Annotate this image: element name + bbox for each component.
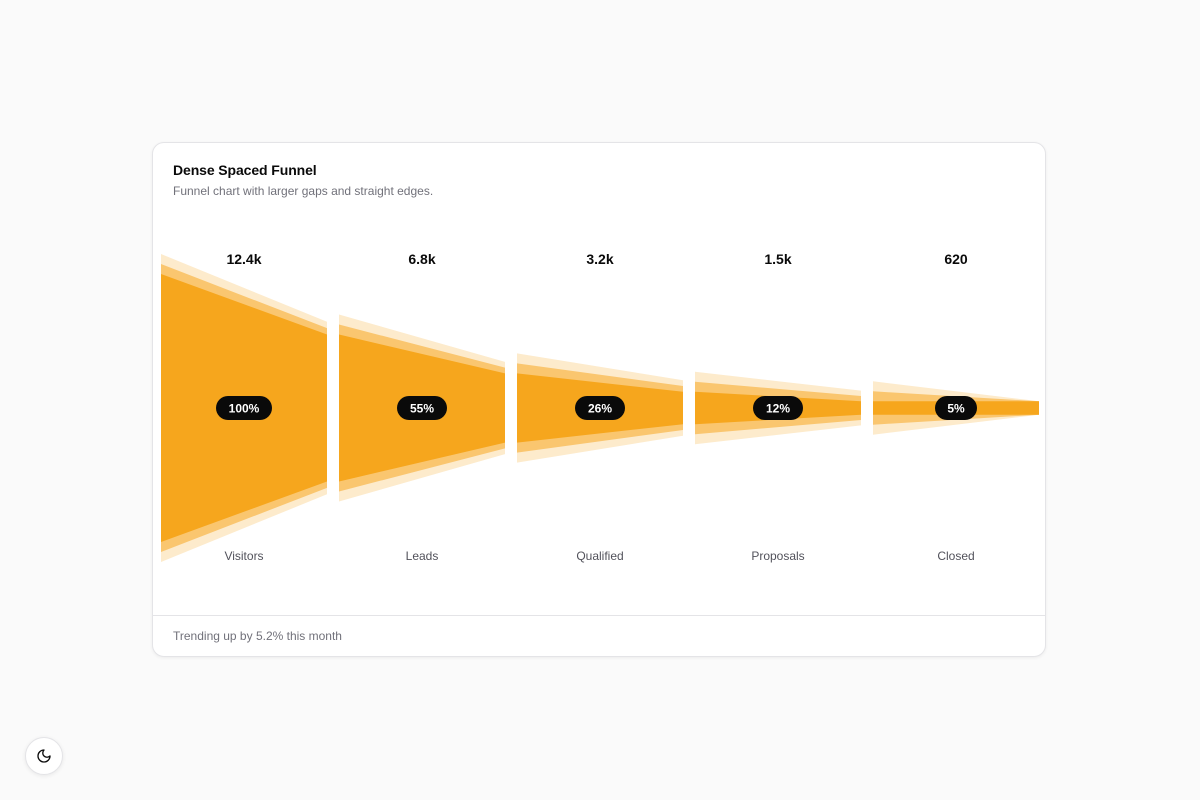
funnel-card: Dense Spaced Funnel Funnel chart with la… [152,142,1046,657]
stage-name-label: Closed [937,549,974,563]
card-title: Dense Spaced Funnel [173,162,317,178]
stage-value-label: 6.8k [408,251,435,267]
stage-name-label: Qualified [576,549,623,563]
funnel-segment-visitors: 12.4k 100% Visitors [161,251,327,563]
theme-toggle-button[interactable] [25,737,63,775]
funnel-segment-proposals: 1.5k 12% Proposals [695,251,861,563]
funnel-chart: 12.4k 100% Visitors 6.8k 55% Leads 3.2k 26% Qual… [161,251,1039,563]
funnel-segment-closed: 620 5% Closed [873,251,1039,563]
moon-icon [37,749,51,763]
stage-value-label: 1.5k [764,251,791,267]
stage-percent-label: 55% [410,402,434,416]
stage-percent-badge [753,396,803,420]
stage-percent-badge [935,396,977,420]
stage-value-label: 620 [944,251,968,267]
funnel-segment-leads: 6.8k 55% Leads [339,251,505,563]
stage-value-label: 12.4k [226,251,261,267]
footer-trend-text: Trending up by 5.2% this month [173,629,342,643]
stage-percent-label: 100% [229,402,260,416]
card-header: Dense Spaced Funnel Funnel chart with la… [173,162,433,198]
funnel-segment-qualified: 3.2k 26% Qualified [517,251,683,563]
card-description: Funnel chart with larger gaps and straig… [173,184,434,198]
stage-name-label: Leads [406,549,439,563]
stage-value-label: 3.2k [586,251,613,267]
card-footer: Trending up by 5.2% this month [153,615,1045,656]
stage-percent-label: 5% [947,402,965,416]
stage-percent-badge [216,396,272,420]
stage-percent-badge [397,396,447,420]
stage-name-label: Visitors [224,549,263,563]
stage-percent-label: 12% [766,402,790,416]
stage-percent-badge [575,396,625,420]
stage-name-label: Proposals [751,549,804,563]
stage-percent-label: 26% [588,402,612,416]
